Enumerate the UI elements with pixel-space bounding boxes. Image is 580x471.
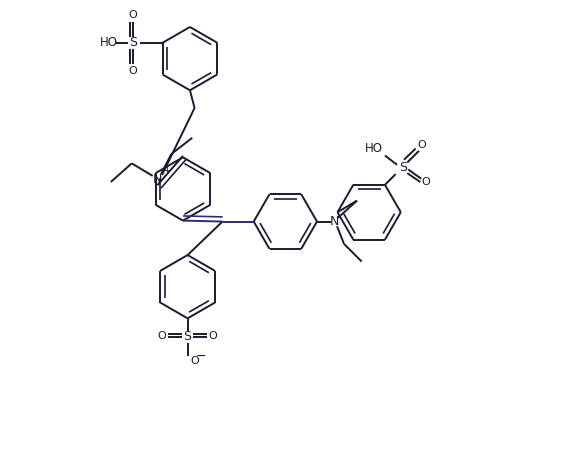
Text: HO: HO bbox=[100, 36, 118, 49]
Text: S: S bbox=[129, 36, 137, 49]
Text: O: O bbox=[129, 10, 137, 20]
Text: N: N bbox=[330, 215, 339, 228]
Text: O: O bbox=[190, 356, 199, 366]
Text: N: N bbox=[153, 173, 162, 186]
Text: O: O bbox=[158, 331, 166, 341]
Text: O: O bbox=[418, 140, 426, 150]
Text: O: O bbox=[129, 66, 137, 76]
Text: S: S bbox=[184, 331, 191, 343]
Text: HO: HO bbox=[365, 142, 383, 155]
Text: +: + bbox=[164, 166, 172, 176]
Text: S: S bbox=[398, 161, 407, 174]
Text: O: O bbox=[209, 331, 218, 341]
Text: O: O bbox=[422, 177, 430, 187]
Text: −: − bbox=[195, 350, 206, 363]
